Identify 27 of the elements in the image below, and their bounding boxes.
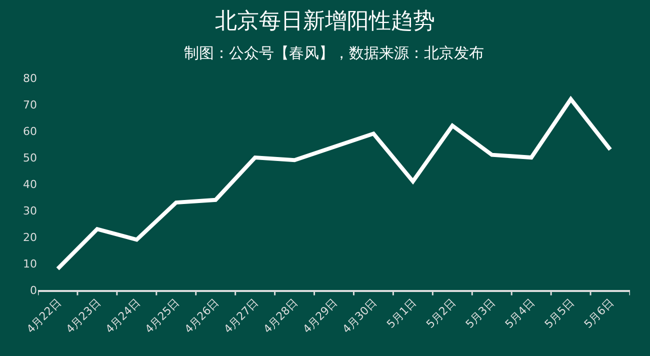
x-tick-label: 5月4日 bbox=[502, 296, 538, 331]
y-tick-label: 70 bbox=[23, 98, 37, 112]
x-tick-label: 4月27日 bbox=[221, 296, 262, 336]
y-tick-label: 10 bbox=[23, 257, 37, 270]
y-tick-label: 0 bbox=[30, 284, 37, 297]
x-tick-label: 4月24日 bbox=[103, 296, 143, 336]
x-tick-label: 4月25日 bbox=[142, 296, 182, 336]
x-tick-label: 5月3日 bbox=[463, 296, 498, 331]
y-tick-label: 80 bbox=[23, 72, 37, 85]
x-tick-label: 4月22日 bbox=[24, 296, 64, 336]
y-tick-label: 50 bbox=[23, 151, 37, 164]
line-series bbox=[56, 97, 612, 271]
y-tick-label: 30 bbox=[23, 204, 37, 218]
x-tick-label: 4月28日 bbox=[260, 296, 301, 336]
x-tick-label: 4月23日 bbox=[64, 296, 104, 336]
x-tick-label: 5月1日 bbox=[384, 296, 419, 331]
x-tick-label: 5月2日 bbox=[424, 296, 458, 331]
x-tick-label: 5月5日 bbox=[542, 296, 577, 331]
y-tick-label: 60 bbox=[23, 124, 37, 138]
y-tick-label: 20 bbox=[23, 230, 37, 244]
x-tick-label: 4月26日 bbox=[182, 296, 222, 336]
x-tick-label: 4月30日 bbox=[340, 296, 380, 336]
chart-title: 北京每日新增阳性趋势 bbox=[215, 8, 435, 34]
chart-subtitle: 制图：公众号【春风】，数据来源：北京发布 bbox=[184, 44, 484, 62]
y-tick-label: 40 bbox=[23, 178, 37, 191]
x-tick-label: 5月6日 bbox=[582, 296, 616, 331]
x-tick-label: 4月29日 bbox=[300, 296, 340, 336]
